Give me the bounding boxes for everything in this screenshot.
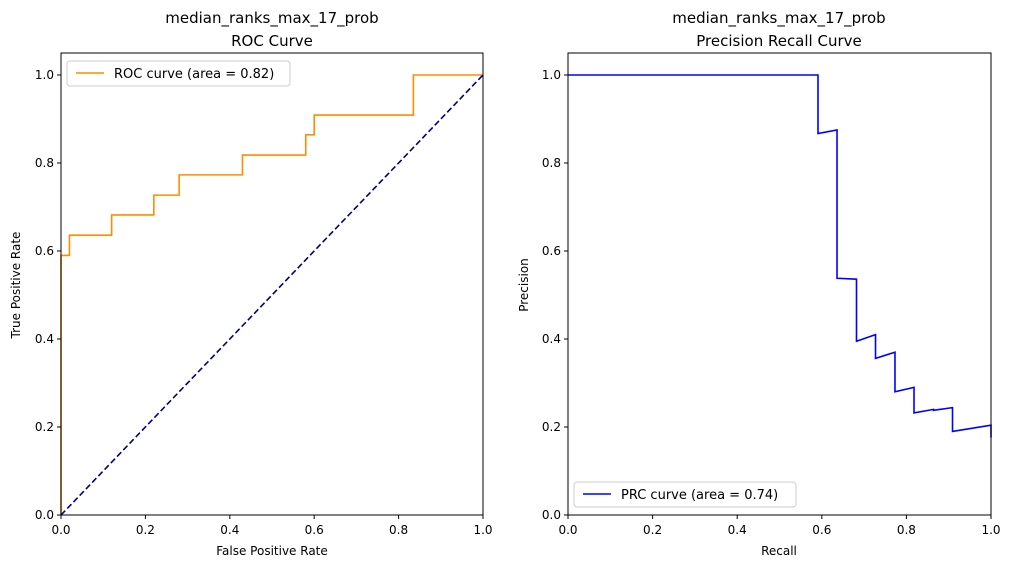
roc-y-tick-label: 0.4 [35, 332, 54, 346]
prc-y-ticks: 0.0 0.2 0.4 0.6 0.8 1.0 [542, 68, 568, 522]
roc-y-tick-label: 0.6 [35, 244, 54, 258]
prc-x-tick-label: 0.2 [643, 523, 662, 537]
roc-x-tick-label: 0.4 [220, 523, 239, 537]
prc-title-line1: median_ranks_max_17_prob [672, 9, 885, 28]
roc-y-tick-label: 1.0 [35, 68, 54, 82]
prc-y-axis-label: Precision [517, 258, 531, 312]
roc-series-line-0 [60, 74, 483, 515]
roc-y-tick-label: 0.2 [35, 420, 54, 434]
prc-y-tick-label: 0.8 [542, 156, 561, 170]
prc-y-tick-label: 0.2 [542, 420, 561, 434]
prc-x-tick-label: 0.0 [558, 523, 577, 537]
roc-plot-area [60, 74, 484, 516]
roc-axes-frame [60, 52, 484, 516]
prc-plot-area [568, 74, 992, 438]
prc-x-tick-label: 1.0 [981, 523, 1000, 537]
roc-legend-label: ROC curve (area = 0.82) [114, 67, 274, 82]
prc-legend-label: PRC curve (area = 0.74) [621, 488, 778, 503]
roc-x-tick-label: 0.0 [51, 523, 70, 537]
prc-legend-box [573, 481, 797, 508]
prc-series-line-0 [568, 74, 992, 438]
roc-x-tick-label: 0.6 [305, 523, 324, 537]
roc-x-axis-label: False Positive Rate [216, 544, 328, 558]
roc-x-ticks: 0.0 0.2 0.4 0.6 0.8 1.0 [51, 515, 493, 537]
prc-y-tick-label: 0.4 [542, 332, 561, 346]
prc-title-line2: Precision Recall Curve [696, 32, 861, 50]
prc-y-tick-label: 1.0 [542, 68, 561, 82]
roc-x-tick-label: 1.0 [473, 523, 492, 537]
prc-axes-frame [567, 52, 992, 516]
prc-x-tick-label: 0.4 [728, 523, 747, 537]
prc-x-axis-label: Recall [761, 544, 797, 558]
prc-panel: median_ranks_max_17_prob Precision Recal… [517, 9, 1001, 558]
roc-y-ticks: 0.0 0.2 0.4 0.6 0.8 1.0 [35, 68, 61, 522]
roc-series-line-1 [60, 74, 484, 516]
roc-panel: median_ranks_max_17_prob ROC Curve 0.0 0.… [9, 9, 493, 558]
roc-legend: ROC curve (area = 0.82) [66, 60, 291, 87]
prc-legend: PRC curve (area = 0.74) [573, 481, 797, 508]
roc-x-tick-label: 0.2 [136, 523, 155, 537]
prc-y-tick-label: 0.6 [542, 244, 561, 258]
prc-x-tick-label: 0.8 [897, 523, 916, 537]
roc-legend-box [66, 60, 291, 87]
prc-x-tick-label: 0.6 [812, 523, 831, 537]
roc-x-tick-label: 0.8 [389, 523, 408, 537]
roc-title-line2: ROC Curve [231, 32, 313, 50]
roc-title-line1: median_ranks_max_17_prob [165, 9, 378, 28]
prc-x-ticks: 0.0 0.2 0.4 0.6 0.8 1.0 [558, 515, 1001, 537]
roc-y-tick-label: 0.0 [35, 508, 54, 522]
prc-y-tick-label: 0.0 [542, 508, 561, 522]
roc-y-tick-label: 0.8 [35, 156, 54, 170]
roc-y-axis-label: True Positive Rate [9, 232, 23, 340]
